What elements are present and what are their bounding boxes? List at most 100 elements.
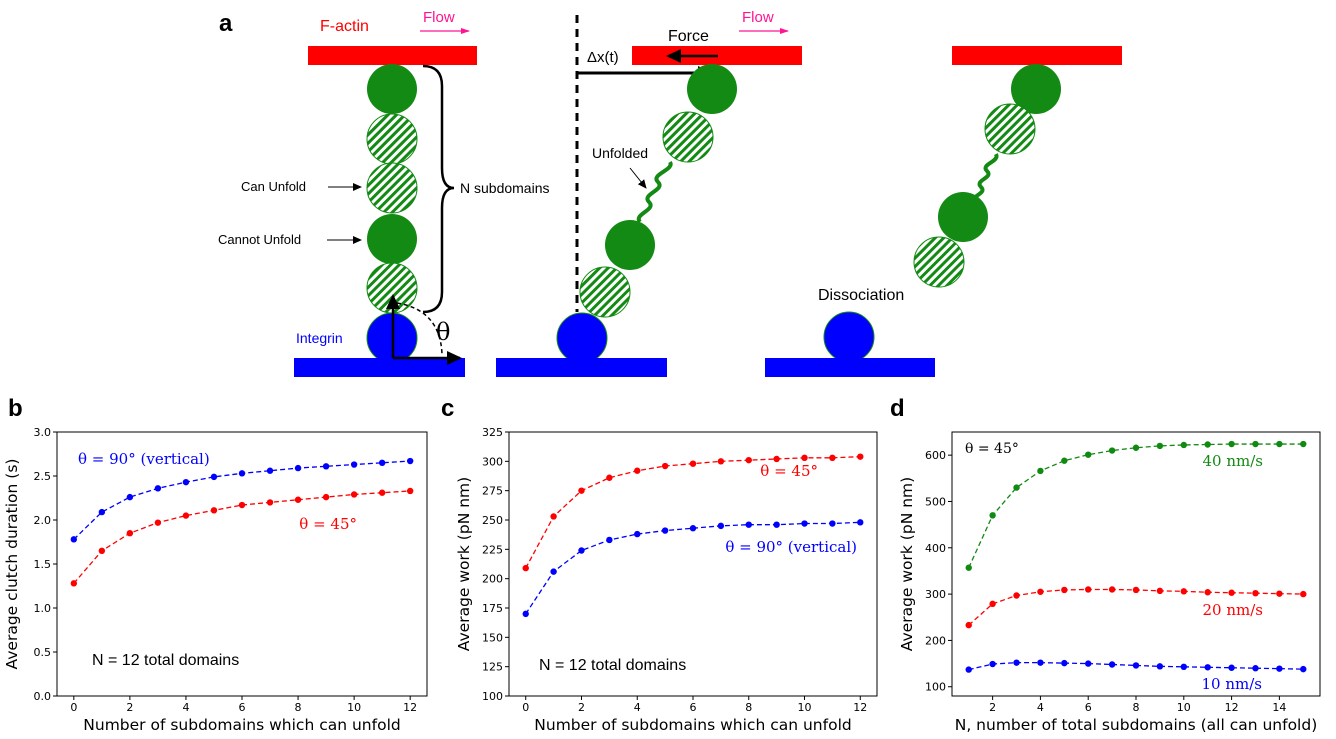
data-point — [266, 467, 274, 474]
data-point — [1013, 592, 1020, 599]
y-tick-label: 0.5 — [34, 646, 52, 659]
panel-c-chart: c 0 2 4 6 8 10 12 100 125 150 175 200 225 250 275 300 32… — [441, 395, 878, 734]
data-point — [1180, 588, 1187, 595]
data-point — [1300, 440, 1307, 448]
data-point — [98, 508, 106, 516]
data-point — [634, 530, 641, 538]
integrin-circle-3 — [823, 311, 875, 363]
domain-unfoldable-icon — [913, 236, 965, 288]
data-point — [1156, 587, 1164, 595]
integrin-label: Integrin — [296, 330, 343, 346]
data-point — [378, 489, 386, 496]
data-point — [989, 512, 996, 519]
data-point — [1276, 440, 1283, 448]
data-point — [522, 610, 529, 618]
x-tick-label: 8 — [745, 701, 752, 714]
data-point — [965, 621, 972, 629]
y-tick-label: 150 — [482, 631, 503, 644]
y-tick-label: 2.5 — [34, 470, 52, 483]
data-point — [70, 536, 78, 543]
integrin-circle-2 — [556, 312, 608, 364]
data-point — [829, 454, 836, 462]
data-point — [1180, 441, 1187, 449]
data-point — [745, 456, 752, 464]
x-tick-label: 6 — [1085, 701, 1092, 714]
data-point — [1037, 467, 1044, 475]
cannot-unfold-label: Cannot Unfold — [218, 232, 301, 247]
data-point — [1061, 586, 1068, 594]
x-tick-label: 12 — [403, 701, 417, 714]
y-tick-label: 275 — [482, 485, 503, 498]
chart-annotation: N = 12 total domains — [92, 652, 239, 669]
data-point — [406, 487, 414, 495]
domain-unfoldable-icon — [984, 103, 1036, 155]
data-point — [717, 522, 725, 530]
chart-annotation: θ = 45° — [965, 441, 1019, 457]
y-tick-label: 200 — [482, 573, 503, 586]
axes-frame — [951, 431, 1321, 697]
data-point — [550, 568, 557, 575]
data-point — [1061, 659, 1068, 667]
force-label: Force — [668, 28, 709, 45]
data-point — [1204, 589, 1211, 596]
x-tick-label: 2 — [578, 701, 585, 714]
x-axis-label: Number of subdomains which can unfold — [534, 716, 851, 734]
theta-arc — [396, 302, 443, 355]
x-tick-label: 0 — [522, 701, 529, 714]
data-point — [1156, 663, 1164, 670]
series-label: θ = 45° — [299, 515, 357, 533]
data-point — [1228, 664, 1235, 671]
data-point — [857, 519, 864, 526]
panel-label-c: c — [441, 395, 454, 422]
series-line — [525, 521, 861, 615]
data-point — [182, 478, 190, 486]
data-point — [1300, 590, 1307, 598]
x-tick-label: 8 — [1133, 701, 1140, 714]
data-point — [606, 536, 613, 544]
chart-annotation: N = 12 total domains — [539, 657, 686, 674]
theta-label: θ — [436, 318, 450, 346]
data-point — [1252, 665, 1259, 672]
data-point — [70, 580, 78, 587]
y-tick-label: 300 — [925, 588, 946, 601]
series-label: θ = 90° (vertical) — [78, 450, 210, 468]
y-tick-label: 325 — [482, 426, 503, 439]
data-point — [238, 470, 246, 477]
series-label: 40 nm/s — [1203, 452, 1264, 470]
can-unfold-label: Can Unfold — [241, 179, 306, 194]
y-tick-label: 400 — [925, 542, 946, 555]
data-point — [98, 547, 106, 554]
domain-folded-icon — [938, 192, 988, 242]
x-tick-label: 14 — [1272, 701, 1286, 714]
data-point — [689, 460, 697, 467]
data-point — [578, 547, 585, 554]
data-point — [322, 463, 330, 470]
unfolded-linker-1 — [636, 160, 673, 224]
y-tick-label: 225 — [482, 543, 503, 556]
y-tick-label: 3.0 — [34, 426, 52, 439]
y-tick-label: 500 — [925, 495, 946, 508]
data-point — [965, 564, 972, 571]
y-axis-label: Average work (pN nm) — [898, 477, 916, 651]
data-point — [1061, 457, 1068, 464]
x-tick-label: 12 — [853, 701, 867, 714]
data-point — [1132, 662, 1140, 669]
data-point — [1013, 659, 1020, 666]
data-point — [689, 525, 697, 532]
data-point — [1132, 444, 1140, 451]
flow-label-2: Flow — [742, 9, 774, 26]
data-point — [1276, 590, 1283, 597]
data-point — [717, 458, 725, 465]
domain-unfoldable-icon — [366, 113, 418, 165]
data-point — [1252, 440, 1259, 448]
data-point — [294, 496, 302, 503]
data-point — [773, 455, 780, 463]
x-tick-label: 4 — [634, 701, 641, 714]
data-point — [1204, 441, 1211, 448]
data-point — [634, 467, 641, 474]
y-tick-label: 100 — [482, 690, 503, 703]
data-point — [1228, 440, 1235, 448]
x-tick-label: 2 — [126, 701, 133, 714]
domain-folded-icon — [1011, 64, 1061, 114]
x-tick-label: 4 — [1037, 701, 1044, 714]
